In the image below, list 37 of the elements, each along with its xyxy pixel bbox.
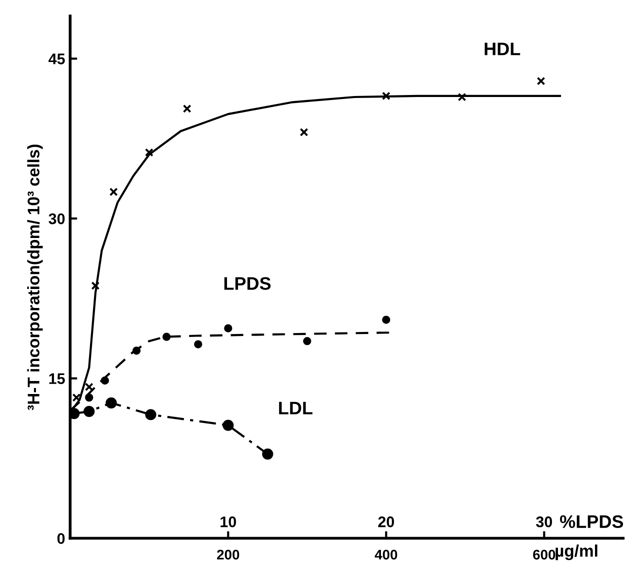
point [382,92,390,100]
point [84,406,95,417]
x2-axis-title: µg/ml [556,544,598,560]
point [224,324,232,332]
point [162,332,171,341]
x-tick-label: 30 [536,516,552,528]
text: LDL [279,402,312,414]
y-tick-label: 30 [48,213,65,224]
point [182,104,192,113]
point [70,408,80,420]
point [222,420,234,431]
point [194,340,202,348]
point [72,393,81,402]
point [91,281,100,290]
x-axis-title: %LPDS [560,515,624,528]
y-tick-label: 0 [57,533,65,544]
y-axis-title: ³H-T incorporation(dpm/ 10³ cells) [27,144,43,410]
y-tick-label: 15 [49,373,65,384]
x2-tick-label: 400 [374,550,398,560]
point [262,448,274,460]
series-label: HDL [484,42,520,56]
x2-tick-label: 600 [533,550,556,560]
x-tick-label: 10 [220,516,236,528]
point [109,188,118,196]
point [144,148,154,157]
y-tick-label: 45 [48,54,65,64]
point [536,76,546,86]
point [458,92,466,102]
point [106,397,117,408]
point [303,337,312,346]
series-label: LPDS [224,277,271,290]
point [145,409,156,420]
point [300,128,308,136]
point [382,316,390,324]
x-tick-label: 20 [378,516,394,528]
x2-tick-label: 200 [217,550,240,560]
point [84,382,94,392]
